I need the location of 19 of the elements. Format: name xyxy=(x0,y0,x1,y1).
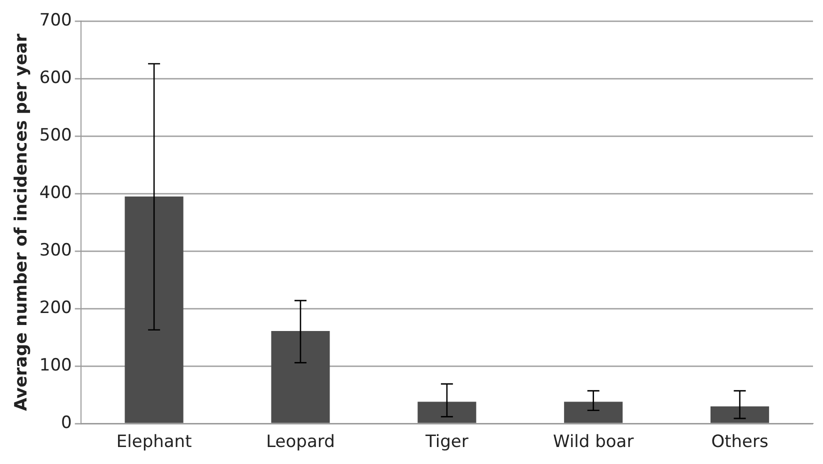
y-tick-label: 600 xyxy=(39,68,72,88)
x-tick-label: Wild boar xyxy=(553,432,634,452)
bar xyxy=(564,402,623,423)
x-tick-label: Others xyxy=(711,432,768,452)
x-tick-label: Elephant xyxy=(116,432,192,452)
y-tick-label: 300 xyxy=(39,240,72,261)
y-tick-label: 200 xyxy=(39,298,72,318)
x-tick-label: Leopard xyxy=(266,432,335,452)
bar xyxy=(710,406,770,423)
bar xyxy=(271,331,330,423)
y-tick-label: 100 xyxy=(39,356,72,376)
bar xyxy=(124,196,184,423)
y-tick-label: 400 xyxy=(39,183,72,204)
y-tick-label: 0 xyxy=(61,413,72,434)
bar xyxy=(418,402,476,423)
x-tick-label: Tiger xyxy=(424,432,468,452)
y-axis-title: Average number of incidences per year xyxy=(12,33,32,412)
y-tick-label: 500 xyxy=(39,126,72,146)
y-tick-label: 700 xyxy=(39,10,72,31)
